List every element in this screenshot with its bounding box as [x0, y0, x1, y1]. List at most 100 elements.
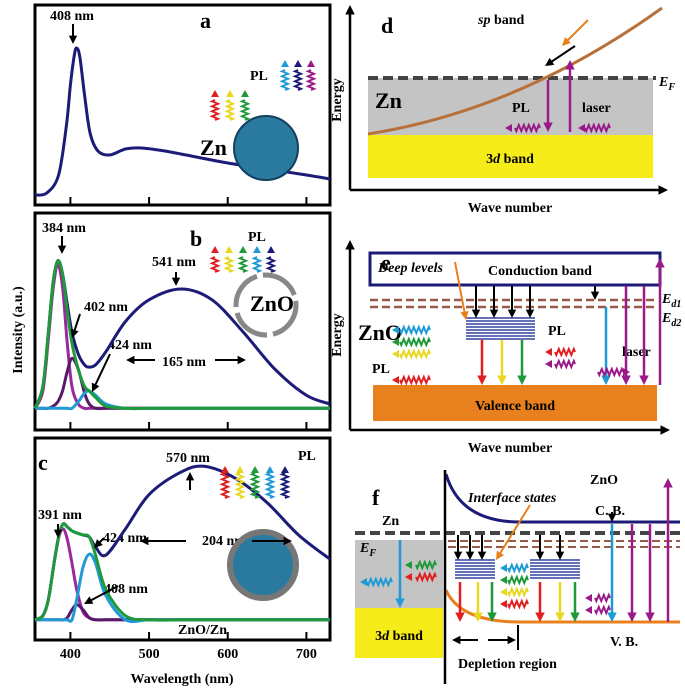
wavy-arrow: [249, 472, 261, 499]
annotation: 424 nm: [108, 338, 152, 353]
arrow: [73, 313, 81, 332]
ed2-label: Ed2: [661, 311, 681, 329]
arrow-head: [345, 5, 355, 15]
arrow-head: [627, 612, 637, 622]
arrow: [454, 261, 466, 314]
arrow-head: [84, 596, 94, 604]
arrow-head: [211, 246, 219, 253]
arrow-head: [590, 291, 600, 300]
arrow-head: [239, 246, 247, 253]
wavy-arrow: [279, 69, 291, 91]
arrow-head: [471, 309, 481, 318]
arrow-head: [660, 425, 670, 435]
arrow-head: [281, 60, 289, 67]
wavy-arrow: [239, 99, 251, 121]
annotation: 402 nm: [84, 300, 128, 315]
zno-ring: [233, 272, 299, 338]
arrow: [498, 504, 531, 555]
wavy-arrow: [234, 472, 246, 499]
arrow-head: [655, 258, 665, 268]
panel-frame: [33, 3, 332, 207]
arrow-head: [477, 551, 487, 560]
arrow-head: [545, 57, 555, 66]
arrow-head: [658, 185, 668, 195]
panel-label: f: [372, 485, 380, 510]
arrow-head: [226, 90, 234, 97]
wavy-arrow: [219, 472, 231, 499]
wavy-arrow: [597, 366, 624, 378]
vb-label: V. B.: [610, 635, 638, 650]
arrow-head: [570, 612, 580, 622]
wavy-arrow: [507, 586, 529, 598]
arrow-head: [500, 600, 507, 608]
arrow-head: [663, 478, 673, 488]
annotation: ZnO: [250, 291, 294, 316]
arrow-head: [452, 635, 461, 645]
annotation: ZnO/Zn: [178, 623, 227, 638]
arrow-head: [487, 612, 497, 622]
sp-band-curve: [367, 6, 663, 136]
x-tick-label: 700: [296, 647, 317, 662]
valence-band: [373, 385, 657, 421]
wavy-arrow: [209, 256, 221, 273]
arrow-head: [460, 310, 469, 320]
wavy-arrow: [584, 122, 611, 134]
arrow-head: [621, 375, 631, 385]
arrow-head: [94, 539, 103, 548]
annotation: 384 nm: [42, 221, 86, 236]
wavy-arrow: [399, 324, 431, 336]
wavy-arrow: [237, 256, 249, 273]
annotation: PL: [250, 69, 268, 84]
arrow-head: [555, 612, 565, 622]
arrow-head: [517, 375, 527, 385]
arrow-head: [307, 60, 315, 67]
panel-label: b: [190, 226, 202, 251]
arrow-head: [392, 326, 399, 334]
panel-label: a: [200, 8, 211, 33]
wavy-arrow: [594, 604, 611, 616]
wavy-arrow: [399, 348, 431, 360]
arrow-head: [500, 564, 507, 572]
panel-label: c: [38, 450, 48, 475]
arrow-head: [477, 375, 487, 385]
d-band: [368, 135, 653, 178]
ed1-label: Ed1: [661, 292, 681, 310]
conduction-band-label: Conduction band: [488, 264, 592, 279]
annotation: PL: [248, 230, 266, 245]
arrow-head: [507, 309, 517, 318]
wavy-arrow: [292, 69, 304, 91]
arrow-head: [392, 350, 399, 358]
arrow-head: [267, 246, 275, 253]
annotation: 541 nm: [152, 255, 196, 270]
laser-label: laser: [582, 101, 611, 116]
arrow-head: [392, 376, 399, 384]
y-axis-label: Energy: [330, 313, 345, 357]
wavy-arrow: [514, 122, 541, 134]
wavy-arrow: [507, 598, 529, 610]
arrow-head: [70, 328, 79, 338]
arrow-head: [251, 466, 259, 473]
arrow-head: [578, 124, 585, 132]
arrow-head: [237, 355, 246, 365]
arrow-head: [507, 635, 516, 645]
semiconductor-label: ZnO: [590, 473, 618, 488]
arrow-head: [535, 612, 545, 622]
pl-label: PL: [372, 362, 390, 377]
arrow-head: [91, 382, 100, 392]
wavy-arrow: [415, 559, 437, 571]
wavy-arrow: [507, 562, 529, 574]
spectrum-line: [34, 522, 330, 622]
x-axis-label: Wave number: [468, 201, 552, 216]
annotation: 570 nm: [166, 451, 210, 466]
wavy-arrow: [554, 346, 576, 358]
arrow-head: [185, 472, 195, 481]
zno-zn-particle: [227, 529, 299, 601]
arrow-head: [543, 122, 553, 132]
arrow-head: [236, 466, 244, 473]
arrow-head: [535, 551, 545, 560]
arrow-head: [211, 90, 219, 97]
wavy-arrow: [305, 69, 317, 91]
annotation: 408 nm: [50, 9, 94, 24]
x-tick-label: 500: [139, 647, 160, 662]
